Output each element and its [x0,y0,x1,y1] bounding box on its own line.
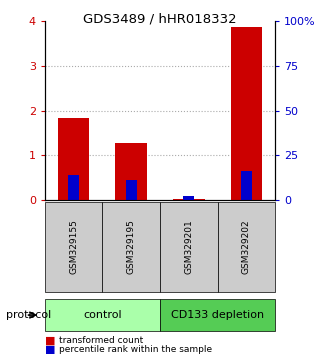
Text: GDS3489 / hHR018332: GDS3489 / hHR018332 [83,12,237,25]
Text: protocol: protocol [6,310,52,320]
Bar [68,176,79,200]
Text: GSM329155: GSM329155 [69,219,78,274]
Text: ■: ■ [45,336,55,346]
Bar [58,118,90,200]
Bar [183,196,194,200]
Text: CD133 depletion: CD133 depletion [171,310,264,320]
Bar [173,199,205,200]
Text: GSM329195: GSM329195 [127,219,136,274]
Bar [115,143,147,200]
Text: GSM329202: GSM329202 [242,219,251,274]
Bar [230,27,262,200]
Text: GSM329201: GSM329201 [184,219,193,274]
Text: percentile rank within the sample: percentile rank within the sample [59,345,212,354]
Text: transformed count: transformed count [59,336,143,345]
Bar [126,180,137,200]
Text: ■: ■ [45,345,55,354]
Text: control: control [83,310,122,320]
Bar [241,171,252,200]
